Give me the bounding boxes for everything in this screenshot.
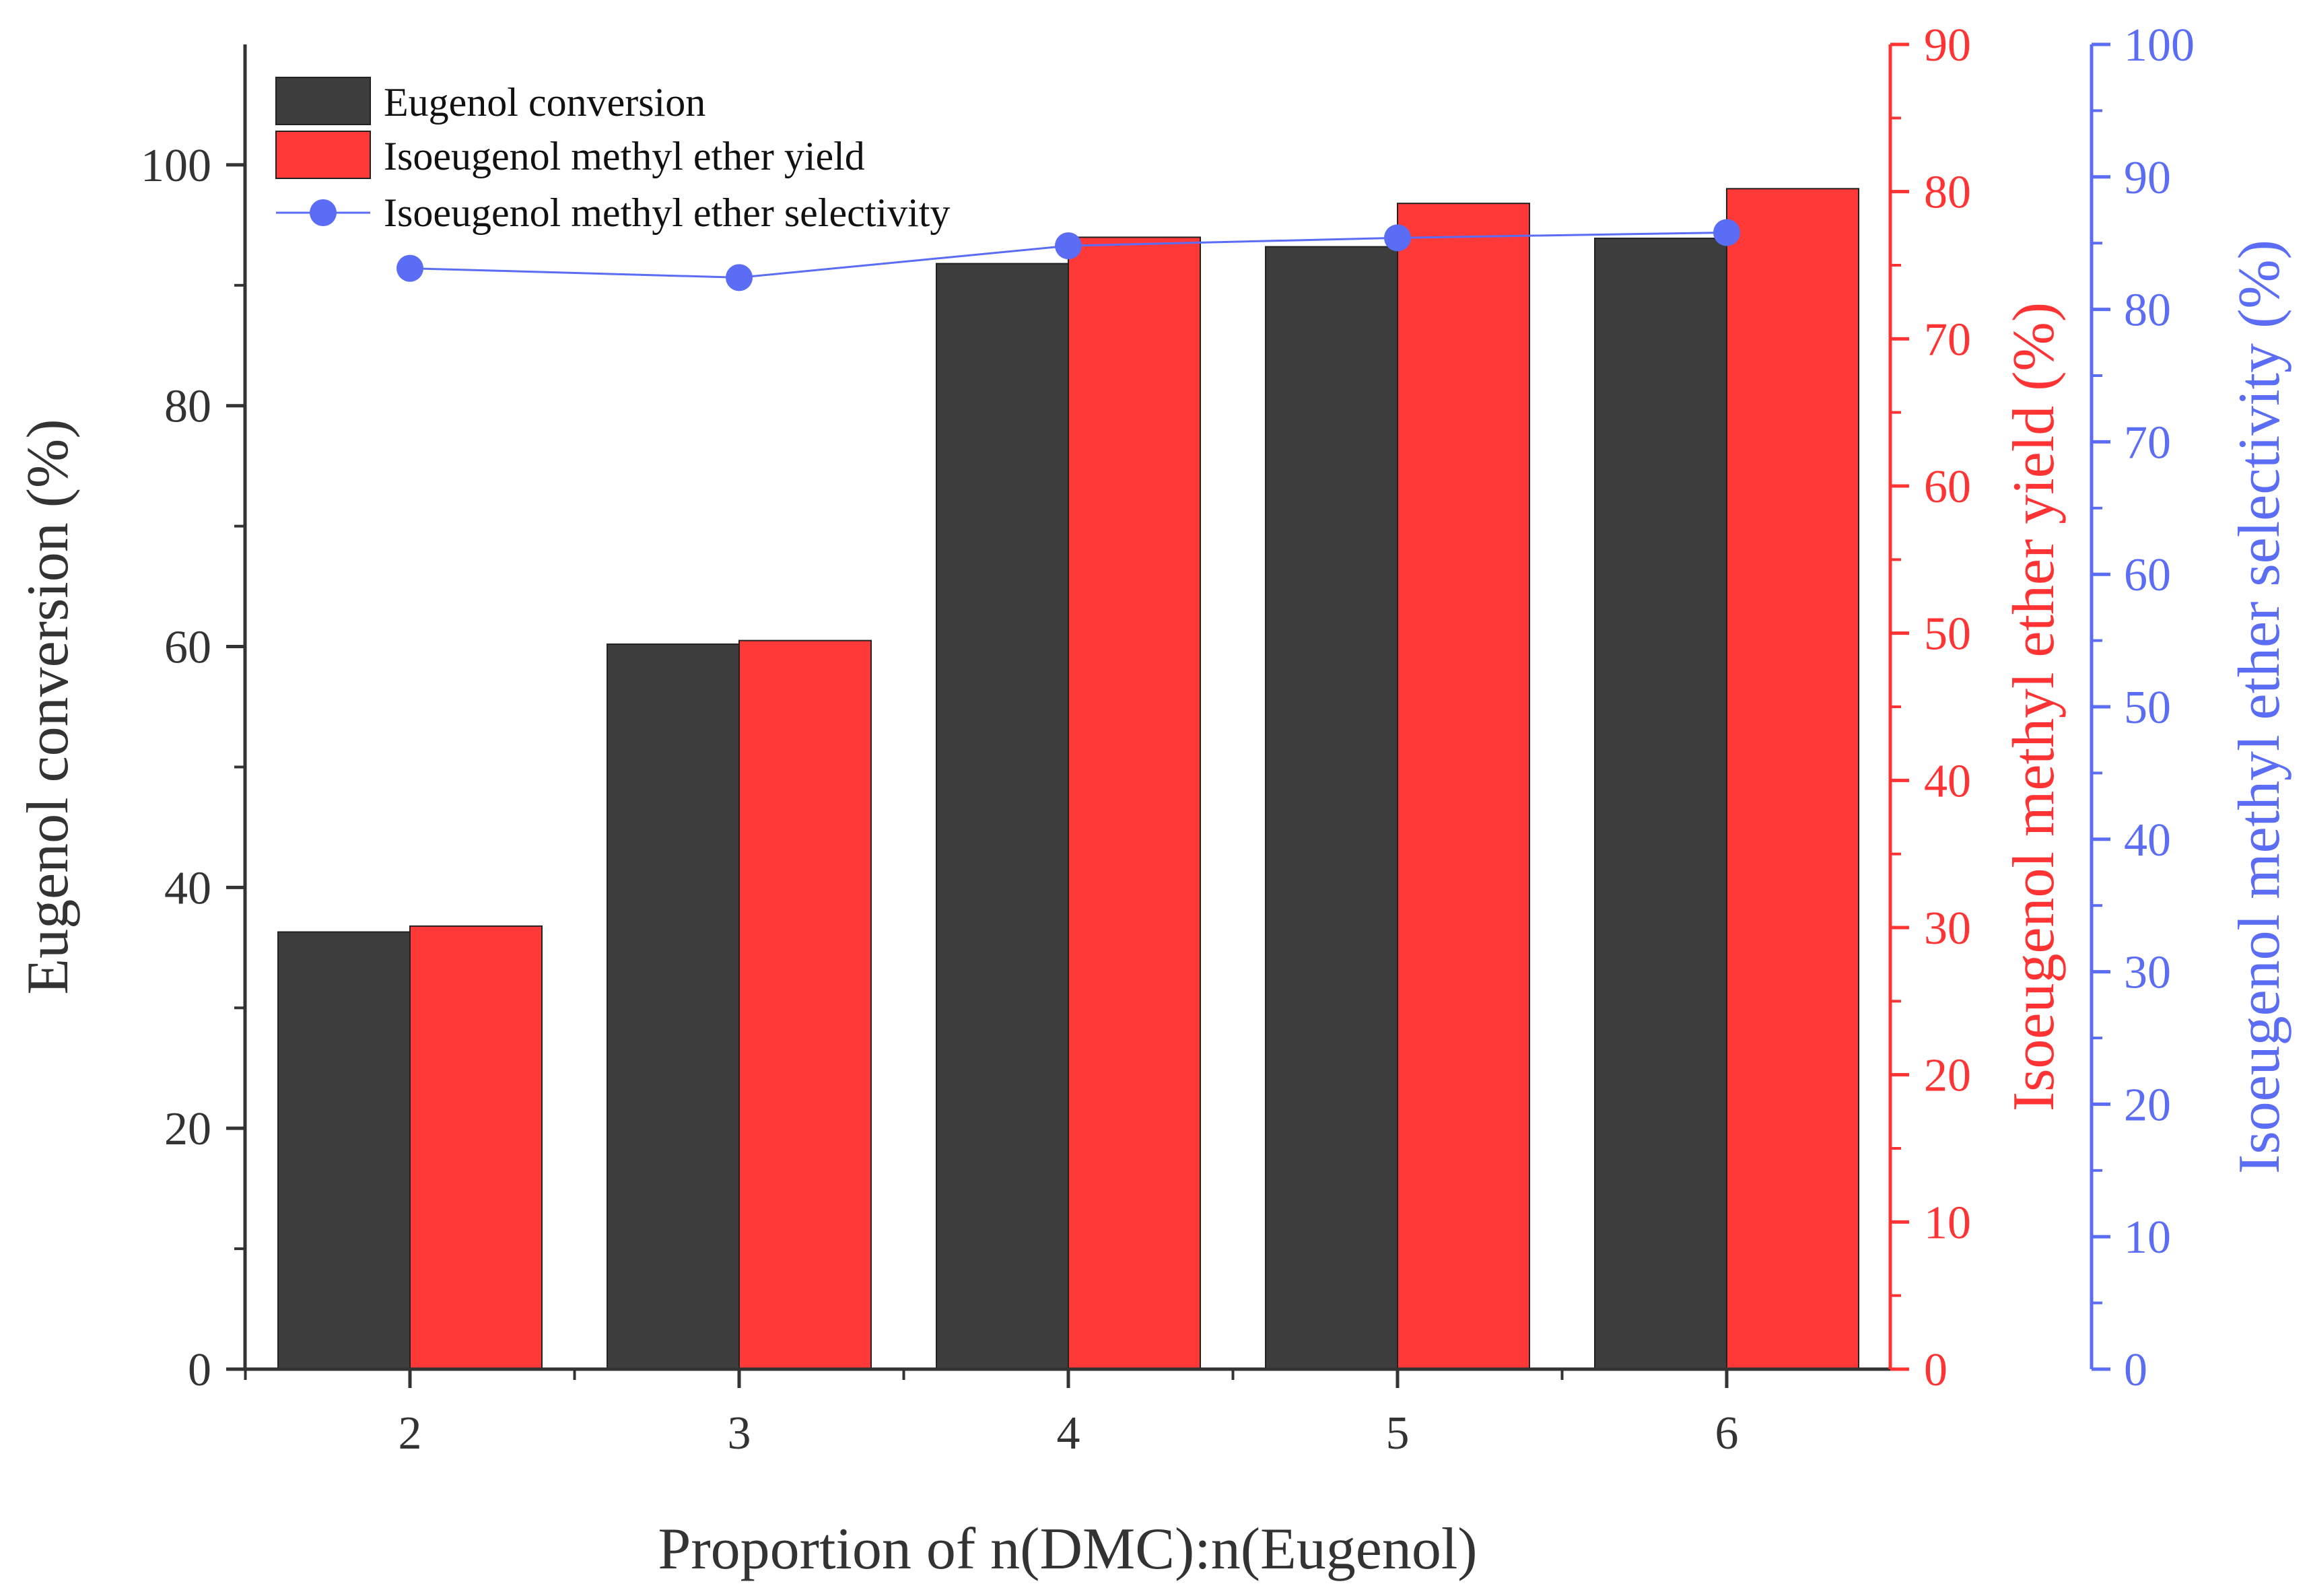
yield-tick-label: 20	[1924, 1050, 1971, 1102]
yield-bar-2	[409, 925, 543, 1370]
yield-tick-label: 30	[1924, 903, 1971, 955]
selectivity-point-2	[397, 254, 423, 282]
legend-marker-swatch	[310, 199, 337, 226]
left-tick-label: 80	[164, 381, 211, 433]
yield-tick-label: 10	[1924, 1197, 1971, 1249]
conversion-bar-2	[277, 931, 411, 1371]
yield-tick-label: 50	[1924, 609, 1971, 660]
x-tick-label: 5	[1386, 1408, 1410, 1459]
selectivity-tick-label: 30	[2124, 947, 2171, 999]
selectivity-tick-label: 50	[2124, 682, 2171, 734]
selectivity-tick-label: 10	[2124, 1212, 2171, 1263]
yield-bar-5	[1397, 203, 1530, 1370]
x-tick-label: 4	[1057, 1408, 1080, 1459]
bars	[277, 188, 1859, 1371]
x-axis-title: Proportion of n(DMC):n(Eugenol)	[658, 1517, 1477, 1582]
left-tick-label: 100	[141, 140, 211, 192]
selectivity-tick-label: 20	[2124, 1079, 2171, 1131]
axis-titles: Eugenol conversion (%) Isoeugenol methyl …	[15, 240, 2292, 1582]
yield-bar-4	[1068, 236, 1201, 1370]
selectivity-axis-title: Isoeugenol methyl ether selectivity (%)	[2227, 240, 2292, 1174]
left-axis-title: Eugenol conversion (%)	[15, 419, 81, 994]
yield-tick-label: 40	[1924, 755, 1971, 807]
selectivity-line	[397, 219, 1740, 291]
left-tick-label: 40	[164, 862, 211, 914]
conversion-bar-3	[607, 643, 740, 1370]
selectivity-point-4	[1055, 232, 1082, 260]
legend-label-0: Eugenol conversion	[384, 80, 705, 125]
yield-bar-6	[1726, 188, 1859, 1370]
legend-label-2: Isoeugenol methyl ether selectivity	[384, 190, 950, 235]
left-tick-label: 20	[164, 1103, 211, 1155]
conversion-bar-4	[936, 263, 1069, 1371]
yield-tick-label: 80	[1924, 167, 1971, 219]
legend: Eugenol conversion Isoeugenol methyl ethe…	[275, 77, 950, 235]
yield-tick-label: 90	[1924, 20, 1971, 71]
selectivity-point-5	[1384, 224, 1411, 252]
selectivity-point-6	[1713, 219, 1740, 246]
conversion-bar-6	[1594, 238, 1727, 1371]
legend-swatch-1	[275, 131, 371, 179]
yield-bar-3	[738, 639, 872, 1370]
x-tick-label: 3	[728, 1408, 751, 1459]
legend-swatch-0	[275, 77, 371, 125]
yield-tick-label: 60	[1924, 461, 1971, 513]
selectivity-tick-label: 40	[2124, 814, 2171, 866]
x-tick-label: 2	[399, 1408, 422, 1459]
legend-label-1: Isoeugenol methyl ether yield	[384, 134, 865, 178]
selectivity-tick-label: 60	[2124, 549, 2171, 601]
selectivity-tick-label: 70	[2124, 417, 2171, 469]
selectivity-tick-label: 100	[2124, 20, 2195, 71]
selectivity-point-3	[726, 264, 753, 291]
yield-axis-title: Isoeugenol methyl ether yield (%)	[2001, 302, 2067, 1111]
x-tick-label: 6	[1715, 1408, 1739, 1459]
yield-tick-label: 0	[1924, 1344, 1948, 1396]
left-tick-label: 60	[164, 622, 211, 674]
left-tick-label: 0	[188, 1344, 211, 1396]
yield-tick-label: 70	[1924, 314, 1971, 366]
selectivity-tick-label: 90	[2124, 152, 2171, 204]
selectivity-tick-label: 80	[2124, 285, 2171, 337]
selectivity-tick-label: 0	[2124, 1344, 2147, 1396]
conversion-bar-5	[1265, 246, 1398, 1370]
